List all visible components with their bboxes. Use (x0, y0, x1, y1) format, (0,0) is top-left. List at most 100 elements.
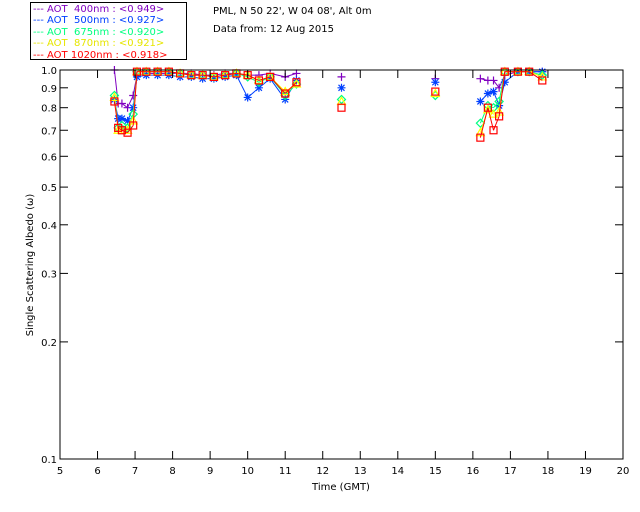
data-point (153, 67, 162, 76)
series-line-segment (121, 129, 128, 134)
data-point (500, 78, 509, 87)
data-point (291, 79, 302, 89)
x-tick-label: 6 (94, 466, 100, 477)
x-tick-label: 12 (316, 466, 329, 477)
axes: 5 6 7 8 9 10 11 12 13 14 15 16 17 18 19 20 0.1 0.2 0.3 0.4 0… (41, 66, 629, 477)
data-point (482, 104, 493, 114)
data-point (337, 103, 346, 112)
x-tick-label: 7 (132, 466, 138, 477)
site-info: PML, N 50 22', W 04 08', Alt 0m (213, 6, 372, 17)
data-point (117, 126, 127, 135)
series-line-segment (493, 91, 500, 106)
data-point (281, 89, 290, 98)
series-line-segment (127, 107, 134, 122)
data-point (513, 67, 523, 76)
series-line-segment (258, 76, 271, 81)
y-tick-label: 0.9 (41, 84, 57, 95)
data-point (117, 99, 126, 108)
y-tick-label: 0.2 (41, 338, 57, 349)
data-point (123, 116, 132, 125)
data-point (243, 93, 252, 102)
data-point (525, 67, 534, 76)
x-tick-label: 19 (579, 466, 592, 477)
legend-item-870nm: --- AOT 870nm : <0.921> (33, 38, 165, 50)
data-point (495, 112, 504, 121)
data-point (254, 83, 263, 92)
data-point (232, 71, 241, 80)
legend: --- AOT 400nm : <0.949> --- AOT 500nm : … (30, 2, 187, 61)
data-point (489, 87, 498, 96)
data-point (494, 96, 504, 107)
data-point (292, 78, 301, 87)
series-line-segment (180, 72, 192, 76)
data-marks (109, 66, 548, 142)
data-point (431, 87, 440, 96)
data-point (337, 72, 346, 81)
series-line-segment (225, 72, 237, 76)
x-tick-label: 20 (617, 466, 630, 477)
data-point (109, 92, 120, 102)
data-point (187, 72, 196, 81)
series-line-segment (113, 101, 119, 128)
data-point (475, 118, 486, 129)
series-line-segment (168, 71, 181, 74)
series-line-segment (213, 74, 226, 78)
y-tick-label: 0.3 (41, 269, 57, 280)
series-line-segment (269, 76, 286, 94)
legend-label: AOT 400nm : <0.949> (47, 4, 165, 15)
series-line-segment (132, 71, 138, 126)
plot-frame (59, 69, 624, 460)
y-tick-label: 0.5 (41, 183, 57, 194)
y-tick-label: 0.6 (41, 152, 57, 163)
data-point (129, 91, 138, 100)
data-point (142, 67, 151, 76)
data-point (476, 133, 485, 142)
x-tick-label: 8 (169, 466, 175, 477)
y-tick-label: 0.4 (41, 221, 57, 232)
series-line-segment (202, 74, 214, 78)
data-point (209, 74, 218, 83)
y-tick-label: 0.7 (41, 126, 57, 137)
data-point (431, 78, 440, 87)
legend-label: AOT 675nm : <0.920> (47, 26, 165, 38)
data-point (254, 76, 264, 85)
x-tick-label: 13 (354, 466, 367, 477)
x-tick-label: 9 (207, 466, 213, 477)
series-line-segment (127, 95, 134, 108)
data-point (336, 94, 347, 105)
data-point (476, 97, 485, 106)
series-line-segment (479, 107, 489, 138)
x-tick-label: 11 (279, 466, 292, 477)
data-point (538, 76, 547, 85)
legend-label: AOT 870nm : <0.921> (47, 38, 165, 50)
data-point (266, 74, 275, 83)
series-line-segment (493, 116, 500, 131)
data-point (266, 72, 275, 81)
series-line-segment (235, 74, 249, 98)
data-point (123, 128, 132, 137)
data-point (483, 89, 492, 98)
y-axis-label: Single Scattering Albedo (ω) (25, 194, 36, 337)
legend-label: AOT 500nm : <0.927> (47, 15, 165, 27)
data-point (129, 121, 138, 130)
legend-item-500nm: --- AOT 500nm : <0.927> (33, 15, 165, 27)
series-line-segment (284, 81, 297, 94)
data-point (117, 114, 126, 123)
data-point (129, 103, 138, 112)
data-point (187, 71, 196, 80)
y-tick-label: 0.8 (41, 104, 57, 115)
x-tick-label: 15 (429, 466, 442, 477)
x-tick-label: 16 (466, 466, 479, 477)
data-point (221, 71, 230, 80)
x-tick-label: 17 (504, 466, 517, 477)
data-point (476, 74, 485, 83)
data-point (110, 97, 119, 106)
series-line-segment (121, 103, 128, 109)
x-tick-label: 5 (57, 466, 63, 477)
data-point (337, 83, 346, 92)
data-date: Data from: 12 Aug 2015 (213, 24, 334, 35)
x-tick-label: 18 (542, 466, 555, 477)
legend-label: AOT 1020nm : <0.918> (47, 49, 168, 61)
series-line-segment (236, 72, 248, 76)
